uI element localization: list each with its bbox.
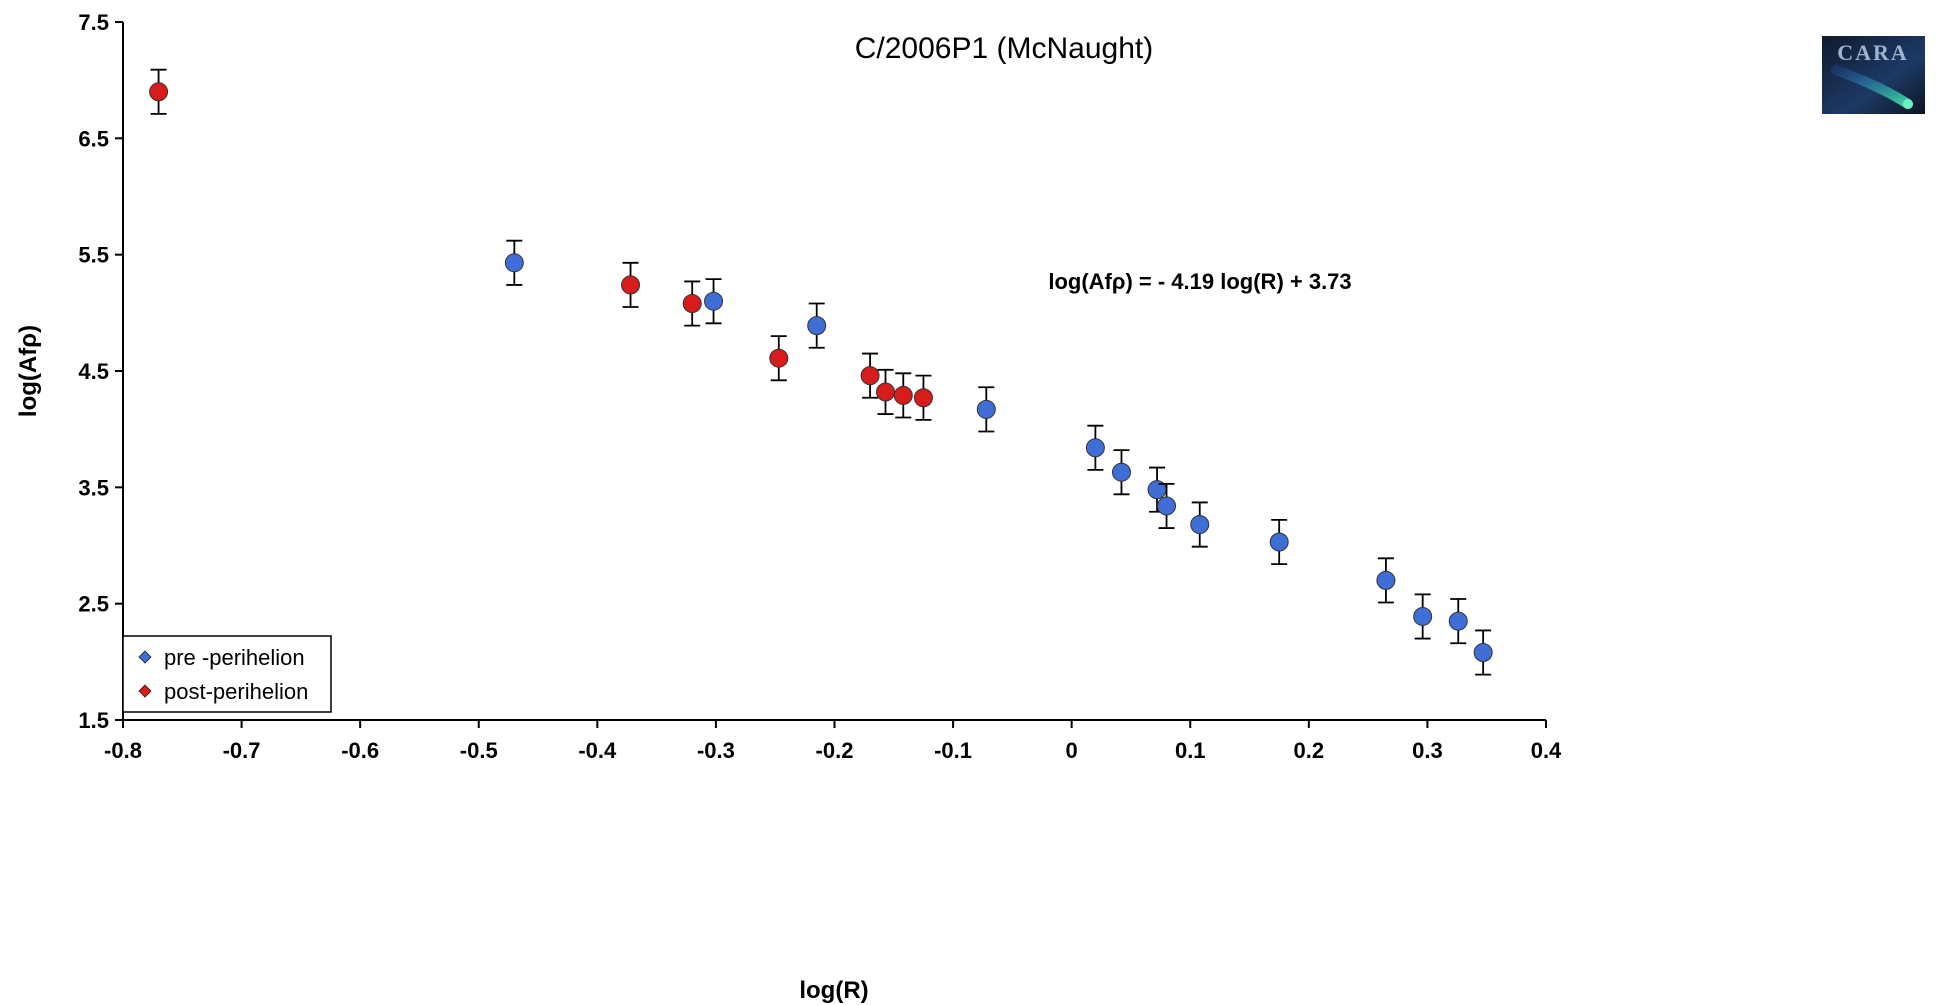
- y-tick-label: 7.5: [78, 10, 109, 35]
- point-marker: [682, 294, 702, 314]
- point-marker: [807, 316, 827, 336]
- post-perihelion-point: [682, 280, 702, 327]
- x-tick-label: -0.7: [223, 738, 261, 763]
- x-tick-label: 0.2: [1294, 738, 1325, 763]
- post-perihelion-point: [149, 68, 169, 115]
- y-tick-label: 6.5: [78, 126, 109, 151]
- point-marker: [860, 366, 880, 386]
- x-tick-label: 0.3: [1412, 738, 1443, 763]
- pre-perihelion-point: [1269, 519, 1289, 566]
- y-tick-label: 4.5: [78, 359, 109, 384]
- post-perihelion-point: [621, 261, 641, 308]
- y-axis-ticks: 1.5 2.5 3.5 4.5 5.5 6.5 7.5: [78, 10, 123, 733]
- legend-label-post-perihelion: post-perihelion: [164, 679, 308, 704]
- y-axis-title: log(Afρ): [15, 325, 42, 417]
- pre-perihelion-point: [504, 239, 524, 286]
- point-marker: [976, 399, 996, 419]
- point-marker: [875, 382, 895, 402]
- point-marker: [504, 253, 524, 273]
- pre-perihelion-point: [1448, 598, 1468, 645]
- x-tick-label: 0: [1066, 738, 1078, 763]
- point-marker: [1157, 496, 1177, 516]
- y-tick-label: 5.5: [78, 243, 109, 268]
- pre-perihelion-point: [1376, 557, 1396, 604]
- legend-marker-pre-perihelion: [138, 650, 152, 664]
- legend-label-pre-perihelion: pre -perihelion: [164, 645, 305, 670]
- pre-perihelion-point: [1085, 424, 1105, 471]
- pre-perihelion-point: [1413, 593, 1433, 640]
- post-perihelion-point: [913, 374, 933, 421]
- point-marker: [1269, 532, 1289, 552]
- point-marker: [621, 275, 641, 295]
- y-tick-label: 1.5: [78, 708, 109, 733]
- point-marker: [893, 385, 913, 405]
- post-perihelion-point: [893, 372, 913, 419]
- post-perihelion-point: [860, 352, 880, 399]
- point-marker: [1376, 570, 1396, 590]
- point-marker: [149, 82, 169, 102]
- fit-equation: log(Afρ) = - 4.19 log(R) + 3.73: [1048, 269, 1351, 294]
- point-marker: [1111, 462, 1131, 482]
- x-tick-label: -0.5: [460, 738, 498, 763]
- pre-perihelion-point: [1190, 501, 1210, 548]
- point-marker: [1085, 438, 1105, 458]
- x-axis-ticks: -0.8 -0.7 -0.6 -0.5 -0.4 -0.3 -0.2 -0.1 0 0.1 0.2 0…: [104, 720, 1562, 763]
- pre-perihelion-point: [976, 386, 996, 433]
- y-tick-label: 2.5: [78, 592, 109, 617]
- point-marker: [1448, 611, 1468, 631]
- pre-perihelion-point: [807, 302, 827, 349]
- x-tick-label: -0.2: [816, 738, 854, 763]
- x-tick-label: -0.3: [697, 738, 735, 763]
- x-tick-label: -0.4: [578, 738, 617, 763]
- x-tick-label: 0.1: [1175, 738, 1206, 763]
- cara-logo: CARA: [1822, 36, 1925, 114]
- data-points: [149, 68, 1493, 676]
- x-axis-title: log(R): [799, 977, 868, 1004]
- pre-perihelion-point: [1157, 482, 1177, 529]
- x-tick-label: -0.1: [934, 738, 972, 763]
- point-marker: [1413, 606, 1433, 626]
- x-tick-label: -0.8: [104, 738, 142, 763]
- x-tick-label: 0.4: [1531, 738, 1562, 763]
- legend-marker-post-perihelion: [138, 684, 152, 698]
- chart-title: C/2006P1 (McNaught): [855, 32, 1153, 65]
- pre-perihelion-point: [1111, 449, 1131, 496]
- x-tick-label: -0.6: [341, 738, 379, 763]
- legend-box: [122, 635, 332, 713]
- point-marker: [1190, 515, 1210, 535]
- point-marker: [1473, 643, 1493, 663]
- pre-perihelion-point: [704, 278, 724, 325]
- point-marker: [769, 348, 789, 368]
- legend: pre -perihelion post-perihelion: [122, 635, 332, 713]
- post-perihelion-point: [769, 335, 789, 382]
- logo-text: CARA: [1837, 40, 1909, 65]
- point-marker: [704, 291, 724, 311]
- y-tick-label: 3.5: [78, 475, 109, 500]
- pre-perihelion-point: [1473, 629, 1493, 676]
- point-marker: [913, 388, 933, 408]
